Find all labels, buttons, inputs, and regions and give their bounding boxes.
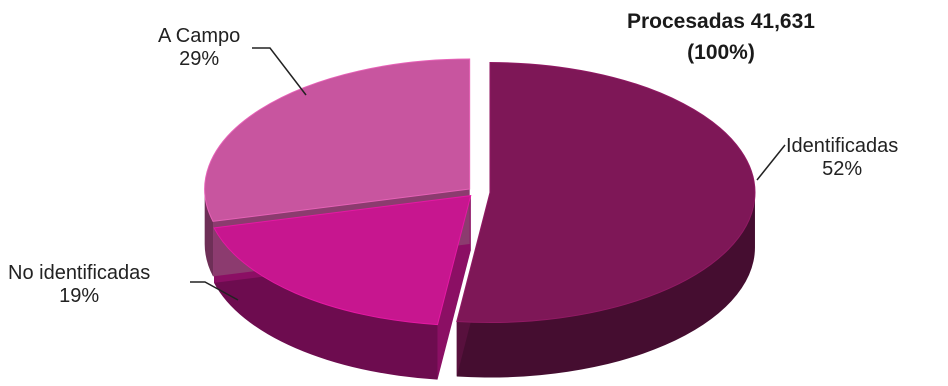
slice-name: No identificadas <box>8 262 151 284</box>
chart-subtitle: (100%) <box>687 41 755 64</box>
slice-percent: 29% <box>179 48 220 70</box>
slice-label-a-campo: A Campo 29% <box>158 25 240 71</box>
leader-lines <box>190 47 786 301</box>
pie-slice-a-campo <box>204 58 471 222</box>
leader-line-2 <box>252 47 307 96</box>
pie-slice-no-identificadas <box>213 195 472 326</box>
slice-percent: 52% <box>822 158 863 180</box>
pie-top-layer <box>204 58 756 326</box>
slice-side-1 <box>214 227 438 380</box>
slice-name: Identificadas <box>786 135 899 157</box>
slice-side-0 <box>456 192 755 378</box>
slice-label-identificadas: Identificadas 52% <box>786 135 898 181</box>
chart-title: Procesadas 41,631 <box>627 10 815 33</box>
pie-slice-identificadas <box>456 62 756 323</box>
slice-percent: 19% <box>59 285 100 307</box>
leader-line-0 <box>756 144 786 181</box>
leader-line-1 <box>190 281 239 301</box>
slice-label-no-identificadas: No identificadas 19% <box>8 262 150 308</box>
slice-side-2 <box>204 189 214 277</box>
slice-name: A Campo <box>158 25 241 47</box>
